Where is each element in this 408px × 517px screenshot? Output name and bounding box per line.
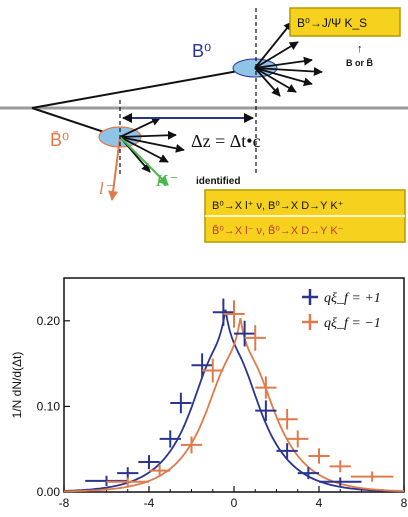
data-point [287,430,309,448]
b0-decay-tracks [254,21,323,97]
b-or-bbar-label: B or B̄ [346,58,374,68]
tag-mode-b0: B⁰→X l⁺ ν, B⁰→X D→Y K⁺ [212,200,344,212]
x-tick-label: -8 [59,496,70,510]
kaon-label: K⁻ [155,171,178,190]
data-point [159,430,181,448]
y-tick-label: 0.00 [37,485,61,499]
data-point [106,477,149,487]
x-tick-labels: -8 -4 0 4 8 [59,496,408,510]
identified-label: identified [196,176,240,187]
signal-mode-label: B⁰→J/Ψ K_S [297,16,367,30]
data-point [138,455,160,469]
delta-t-chart: 0.00 0.10 0.20 -8 -4 0 4 8 1/N dN/d(Δt) qξ_f =… [10,277,408,510]
data-point [191,353,213,378]
data-point [255,376,277,399]
b0bar-label: B̄⁰ [50,130,69,150]
data-point [276,443,298,459]
b-or-bbar-arrow: ↑ [357,43,363,55]
data-point [170,392,192,414]
fit-curve [64,318,405,493]
data-point [149,464,171,477]
delta-z-label: Δz = Δt•c [191,131,261,151]
x-tick-label: 0 [231,496,238,510]
data-point [223,300,245,328]
legend-minus-marker [302,314,318,330]
y-axis-label: 1/N dN/d(Δt) [10,352,24,419]
kaon-track [119,136,169,186]
data-point [117,467,139,480]
b0-label: B⁰ [192,41,211,61]
data-point [350,471,394,482]
fit-curve [63,309,404,493]
data-point [255,400,277,421]
x-tick-label: 8 [401,496,408,510]
fit-curves [63,309,405,493]
axis-ticks [63,320,405,493]
decay-diagram: B⁰ B̄⁰ Δz = Δt•c l⁻ K⁻ identified B⁰→J/Ψ… [0,7,408,243]
data-point [212,298,234,326]
data-point [234,320,256,347]
data-point [180,436,203,454]
legend-plus-marker [302,289,318,305]
y-tick-label: 0.20 [37,314,61,328]
data-point [244,325,266,351]
legend: qξ_f = +1 qξ_f = −1 [302,289,381,331]
legend-minus-label: qξ_f = −1 [324,316,381,331]
data-point [329,460,351,473]
y-tick-label: 0.10 [37,399,61,413]
legend-plus-label: qξ_f = +1 [324,291,381,306]
b0-trajectory [31,67,256,109]
data-point [308,448,330,464]
data-points [85,298,394,487]
b0bar-decay-tracks [119,117,185,173]
data-point [319,477,362,487]
lepton-label: l⁻ [99,179,115,198]
lepton-track [108,136,121,201]
data-point [202,358,224,383]
x-tick-label: 4 [316,496,323,510]
tag-mode-b0bar: B̄⁰→X l⁻ ν, B̄⁰→X D→Y K⁻ [212,224,344,237]
x-tick-label: -4 [144,496,155,510]
data-point [297,467,319,480]
signal-mode-box [289,7,401,37]
data-point [276,408,298,430]
y-tick-labels: 0.00 0.10 0.20 [37,314,61,499]
